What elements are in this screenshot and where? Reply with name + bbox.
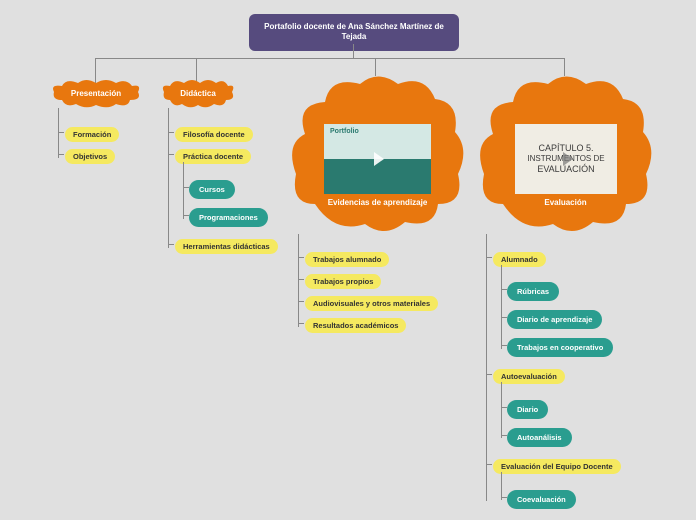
- connector: [486, 234, 487, 501]
- node-herramientas[interactable]: Herramientas didácticas: [175, 239, 278, 254]
- cloud-label: Evidencias de aprendizaje: [290, 198, 465, 207]
- connector: [501, 265, 502, 349]
- connector: [501, 382, 502, 438]
- connector: [58, 132, 64, 133]
- cloud-evaluacion[interactable]: CAPÍTULO 5. INSTRUMENTOS DE EVALUACIÓN E…: [478, 74, 653, 236]
- thumbnail-evaluacion: CAPÍTULO 5. INSTRUMENTOS DE EVALUACIÓN: [515, 124, 617, 194]
- connector: [501, 472, 502, 500]
- node-audiovisuales[interactable]: Audiovisuales y otros materiales: [305, 296, 438, 311]
- cloud-label: Presentación: [50, 89, 142, 98]
- connector: [486, 464, 492, 465]
- node-trabajos-alumnado[interactable]: Trabajos alumnado: [305, 252, 389, 267]
- connector: [353, 44, 354, 58]
- node-practica[interactable]: Práctica docente: [175, 149, 251, 164]
- node-autoanalisis[interactable]: Autoanálisis: [507, 428, 572, 447]
- cloud-evidencias[interactable]: Portfolio Evidencias de aprendizaje: [290, 74, 465, 236]
- node-resultados[interactable]: Resultados académicos: [305, 318, 406, 333]
- node-diario-aprendizaje[interactable]: Diario de aprendizaje: [507, 310, 602, 329]
- connector: [168, 244, 174, 245]
- cloud-presentacion[interactable]: Presentación: [50, 80, 142, 110]
- connector: [486, 374, 492, 375]
- node-trabajos-propios[interactable]: Trabajos propios: [305, 274, 381, 289]
- cloud-didactica[interactable]: Didáctica: [160, 80, 236, 110]
- cloud-label: Evaluación: [478, 198, 653, 207]
- cloud-label: Didáctica: [160, 89, 236, 98]
- node-coevaluacion[interactable]: Coevaluación: [507, 490, 576, 509]
- node-autoeval[interactable]: Autoevaluación: [493, 369, 565, 384]
- connector: [298, 301, 304, 302]
- connector: [298, 279, 304, 280]
- connector: [183, 162, 184, 219]
- node-rubricas[interactable]: Rúbricas: [507, 282, 559, 301]
- connector: [168, 154, 174, 155]
- node-programaciones[interactable]: Programaciones: [189, 208, 268, 227]
- root-node: Portafolio docente de Ana Sánchez Martín…: [249, 14, 459, 51]
- connector: [58, 108, 59, 158]
- connector: [168, 108, 169, 248]
- node-objetivos[interactable]: Objetivos: [65, 149, 115, 164]
- connector: [58, 154, 64, 155]
- node-trabajos-coop[interactable]: Trabajos en cooperativo: [507, 338, 613, 357]
- connector: [298, 234, 299, 327]
- connector: [298, 257, 304, 258]
- connector: [95, 58, 565, 59]
- node-equipo[interactable]: Evaluación del Equipo Docente: [493, 459, 621, 474]
- node-cursos[interactable]: Cursos: [189, 180, 235, 199]
- node-filosofia[interactable]: Filosofía docente: [175, 127, 253, 142]
- connector: [486, 257, 492, 258]
- thumbnail-evidencias: Portfolio: [324, 124, 431, 194]
- node-formacion[interactable]: Formación: [65, 127, 119, 142]
- node-diario[interactable]: Diario: [507, 400, 548, 419]
- connector: [168, 132, 174, 133]
- connector: [298, 323, 304, 324]
